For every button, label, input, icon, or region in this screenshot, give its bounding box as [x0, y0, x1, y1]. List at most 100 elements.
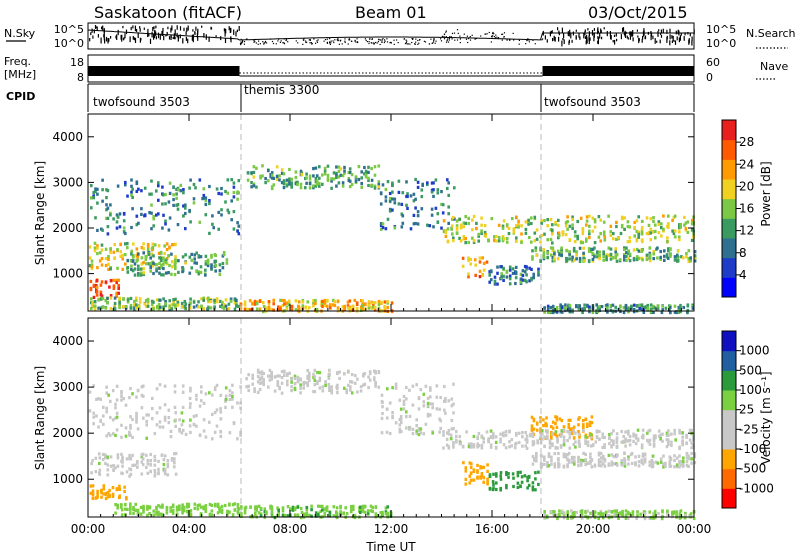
velocity-cell [296, 513, 300, 517]
noise-search-sample [459, 35, 461, 37]
power-cell [615, 220, 618, 224]
velocity-cell [671, 512, 674, 516]
noise-search-sample [542, 38, 544, 40]
power-cell [662, 227, 665, 231]
velocity-colorbar-frame [721, 330, 737, 509]
velocity-cell [153, 454, 157, 459]
velocity-cell [467, 444, 471, 449]
noise-search-sample [430, 38, 432, 40]
velocity-ytick-label: 4000 [52, 334, 83, 348]
power-cell [426, 181, 429, 185]
power-cell [505, 236, 509, 241]
power-cell [386, 180, 390, 184]
power-cell [139, 271, 143, 275]
power-cell [130, 225, 133, 230]
power-cell [100, 257, 104, 261]
velocity-cell [577, 432, 581, 436]
power-cell [546, 310, 550, 314]
power-cell [170, 303, 174, 307]
power-cell [140, 262, 144, 266]
power-cell [267, 305, 271, 309]
velocity-ytick-label: 2000 [52, 426, 83, 440]
noise-search-sample [257, 43, 259, 45]
power-cell [248, 308, 252, 312]
velocity-cell [582, 419, 585, 423]
velocity-cell [181, 405, 185, 409]
noise-search-sample [456, 29, 459, 31]
velocity-cell [599, 451, 603, 456]
power-cell [158, 271, 161, 275]
power-cell [455, 226, 459, 230]
power-cell [142, 267, 145, 271]
velocity-cell [219, 434, 223, 438]
velocity-cell [228, 502, 231, 506]
velocity-cell [516, 485, 520, 489]
noise-search-sample [121, 34, 123, 41]
noise-search-sample [265, 42, 268, 44]
power-cell [611, 256, 615, 260]
power-cell [612, 232, 615, 236]
noise-search-sample [424, 41, 427, 43]
velocity-cell [189, 418, 192, 422]
noise-search-sample [627, 37, 629, 40]
noise-search-sample [684, 32, 686, 36]
power-cell [140, 189, 143, 193]
velocity-cell [299, 516, 303, 520]
velocity-xtick-label: 00:00 [677, 522, 712, 536]
power-cell [632, 308, 636, 312]
velocity-cell [405, 415, 408, 419]
velocity-cell [120, 398, 123, 402]
noise-search-sample [201, 25, 203, 28]
power-cell [412, 192, 416, 196]
power-cell [118, 296, 121, 300]
power-cell [652, 219, 655, 224]
velocity-cell [489, 445, 493, 449]
power-cell [614, 250, 617, 254]
velocity-cell [98, 468, 102, 472]
power-cell [282, 182, 286, 186]
velocity-cell [306, 369, 309, 373]
noise-search-sample [155, 25, 157, 29]
velocity-cell [652, 511, 655, 515]
power-colorbar-segment [722, 218, 736, 239]
noise-search-sample [513, 39, 515, 41]
velocity-cell [114, 416, 117, 420]
noise-search-sample [588, 35, 590, 41]
power-cell [105, 196, 108, 200]
noise-search-sample [552, 37, 554, 42]
power-cell [272, 298, 275, 302]
velocity-cell [429, 413, 432, 417]
power-cell [162, 305, 165, 309]
velocity-cell [569, 418, 572, 422]
power-cell [511, 271, 515, 275]
power-cell [414, 197, 417, 201]
power-cell [243, 303, 247, 307]
noise-search-sample [173, 33, 175, 40]
power-cell [335, 173, 338, 177]
velocity-cell [262, 371, 265, 376]
velocity-cell [258, 387, 262, 392]
velocity-cell [202, 401, 206, 405]
power-cell [160, 258, 163, 263]
noise-search-sample [117, 29, 119, 36]
power-cell [151, 246, 155, 250]
power-cell [335, 171, 338, 175]
power-cell [405, 180, 408, 184]
power-cell [530, 276, 533, 280]
power-cell [209, 306, 213, 310]
power-cell [605, 253, 608, 257]
velocity-cell [171, 508, 175, 513]
power-cell [88, 256, 92, 260]
power-cell [672, 215, 676, 219]
power-cell [237, 304, 240, 308]
power-cell [183, 299, 187, 304]
noise-search-sample [493, 33, 495, 35]
power-cell [308, 174, 312, 178]
power-cell [194, 186, 197, 190]
velocity-cell [570, 428, 574, 432]
noise-search-sample [373, 42, 375, 44]
power-cell [233, 298, 237, 302]
power-cell [176, 188, 180, 192]
power-cell [679, 303, 682, 308]
velocity-cell [531, 431, 535, 435]
